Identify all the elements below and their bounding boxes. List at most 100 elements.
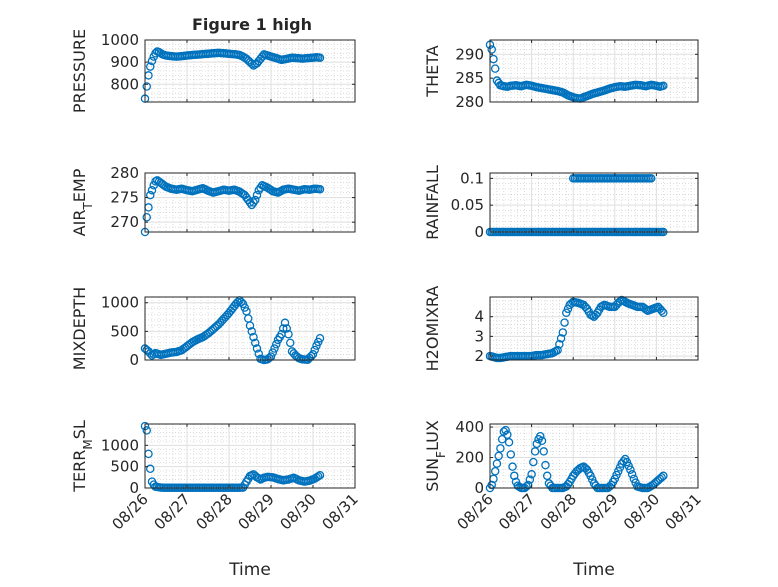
axes-box [144, 423, 356, 489]
y-axis-label: RAINFALL [423, 165, 442, 240]
x-axis-label: Time [572, 560, 615, 580]
data-point [252, 190, 262, 200]
data-point [560, 318, 569, 327]
data-point [250, 338, 260, 348]
data-point [245, 198, 255, 207]
data-point [646, 174, 656, 183]
y-tick-label: 0.1 [460, 169, 484, 187]
subplot-terr: 0500100008/2608/2708/2808/2908/3008/31Ti… [70, 420, 362, 580]
y-tick-label: 1000 [101, 436, 139, 454]
data-point [496, 444, 505, 453]
data-point [659, 308, 668, 317]
data-point [490, 64, 500, 73]
data-point [250, 195, 260, 205]
x-tick-label: 08/28 [193, 490, 236, 533]
data-point [506, 450, 516, 459]
y-tick-label: 280 [110, 164, 139, 182]
subplot-h2omixra: 2 34 H2OMIXRA [423, 286, 699, 372]
y-tick-label: 290 [455, 45, 484, 63]
subplot-sun: 020040008/2608/2708/2808/2908/3008/31Tim… [423, 418, 705, 580]
figure-title: Figure 1 high [192, 15, 312, 34]
data-point [145, 464, 155, 474]
y-tick-label: 4 [474, 308, 484, 326]
subplot-pressure: 800 900 1000 PRESSURE [70, 29, 356, 113]
y-tick-label: 280 [455, 93, 484, 111]
data-point [252, 344, 262, 353]
y-tick-label: 500 [110, 322, 139, 340]
y-tick-label: 0 [474, 479, 484, 497]
data-point [503, 430, 512, 439]
subplot-theta: 280 285 290 THETA [423, 39, 699, 111]
data-point [268, 348, 277, 357]
data-point [487, 45, 496, 54]
y-axis-label: THETA [423, 45, 442, 97]
data-point [525, 475, 535, 484]
data-point [659, 471, 668, 481]
data-point [626, 465, 635, 474]
data-point [536, 431, 545, 441]
data-point [539, 447, 548, 456]
x-tick-label: 08/31 [662, 490, 705, 533]
y-tick-label: 900 [110, 53, 139, 71]
data-point [558, 328, 568, 337]
data-point [142, 82, 151, 91]
data-point [555, 339, 564, 349]
data-point [542, 471, 552, 481]
y-tick-label: 0 [129, 351, 139, 369]
data-point [537, 436, 547, 446]
axes-box [144, 39, 356, 103]
data-point [553, 345, 562, 355]
data-point [529, 457, 538, 467]
data-point [142, 212, 151, 222]
data-point [285, 338, 295, 348]
data-point [562, 308, 571, 317]
data-point [147, 185, 157, 195]
data-point [145, 62, 155, 71]
data-series [140, 296, 325, 365]
data-point [270, 344, 279, 353]
y-tick-label: 0.05 [451, 196, 484, 214]
data-point [142, 426, 151, 435]
subplot-air: 270 275 280 AIRTEMP [70, 164, 356, 236]
data-point [659, 81, 668, 91]
data-point [522, 482, 531, 491]
data-point [627, 470, 637, 479]
y-axis-label: AIRTEMP [70, 168, 95, 236]
data-point [657, 306, 666, 316]
data-point [619, 457, 628, 466]
data-point [527, 470, 536, 479]
axes-box [489, 39, 699, 103]
data-point [278, 324, 288, 333]
x-axis-label: Time [228, 560, 271, 580]
y-axis-label: H2OMIXRA [423, 286, 442, 372]
data-point [541, 460, 550, 470]
y-axis-label: PRESSURE [70, 29, 89, 113]
data-series [485, 295, 668, 363]
data-point [249, 332, 258, 342]
data-point [249, 198, 258, 207]
x-tick-label: 08/31 [319, 490, 362, 533]
data-point [247, 59, 256, 69]
y-tick-label: 200 [455, 449, 484, 467]
data-point [315, 470, 325, 480]
data-series [485, 40, 668, 103]
data-point [310, 345, 319, 355]
data-point [313, 472, 323, 481]
y-axis-label: MIXDEPTH [70, 287, 89, 370]
data-point [490, 466, 500, 476]
data-point [315, 53, 325, 62]
data-point [233, 297, 242, 307]
subplot-mixdepth: 0 500 1000 MIXDEPTH [70, 287, 356, 370]
data-point [315, 184, 325, 194]
data-point [510, 471, 519, 481]
data-point [147, 56, 157, 66]
data-point [508, 462, 517, 471]
x-tick-label: 08/28 [537, 490, 580, 533]
x-tick-label: 08/30 [620, 490, 663, 533]
data-point [530, 447, 540, 456]
x-tick-label: 08/27 [151, 490, 194, 533]
axes-box [144, 172, 356, 233]
data-point [145, 190, 155, 200]
data-point [284, 329, 293, 339]
